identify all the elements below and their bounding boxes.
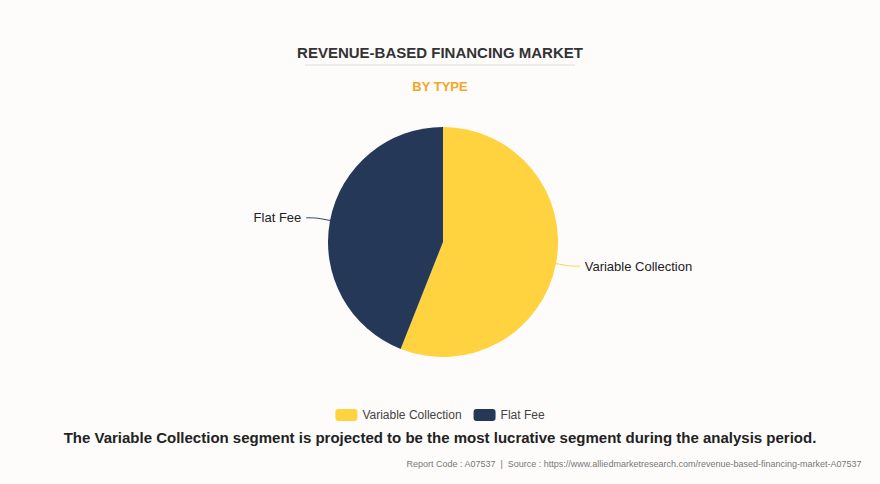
svg-text:Variable Collection: Variable Collection xyxy=(585,259,692,274)
svg-text:BY TYPE: BY TYPE xyxy=(412,79,468,94)
svg-text:Variable Collection: Variable Collection xyxy=(362,408,461,422)
svg-text:Report Code : A07537 | Sourc: Report Code : A07537 | Source : https://… xyxy=(406,459,861,469)
svg-text:The Variable Collection segmen: The Variable Collection segment is proje… xyxy=(64,429,817,446)
svg-text:REVENUE-BASED FINANCING MARKET: REVENUE-BASED FINANCING MARKET xyxy=(297,44,583,61)
svg-text:Flat Fee: Flat Fee xyxy=(501,408,545,422)
svg-text:Flat Fee: Flat Fee xyxy=(254,210,302,225)
